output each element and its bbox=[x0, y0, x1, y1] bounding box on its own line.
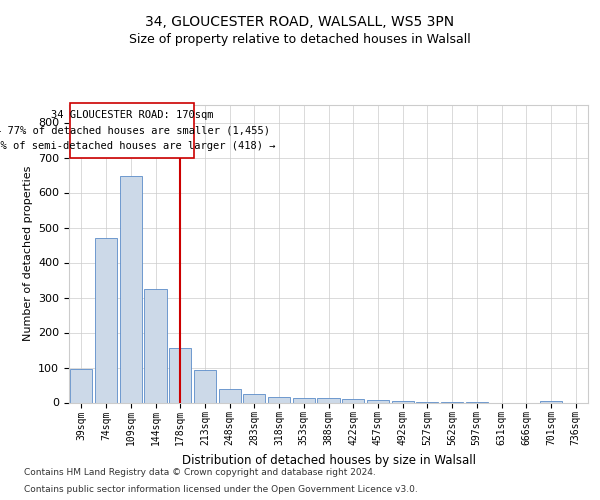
Bar bbox=[194, 370, 216, 402]
Text: 34, GLOUCESTER ROAD, WALSALL, WS5 3PN: 34, GLOUCESTER ROAD, WALSALL, WS5 3PN bbox=[145, 16, 455, 30]
Bar bbox=[268, 396, 290, 402]
Bar bbox=[293, 398, 315, 402]
Bar bbox=[119, 176, 142, 402]
Text: ← 77% of detached houses are smaller (1,455): ← 77% of detached houses are smaller (1,… bbox=[0, 126, 269, 136]
FancyBboxPatch shape bbox=[70, 104, 194, 158]
Text: Contains HM Land Registry data © Crown copyright and database right 2024.: Contains HM Land Registry data © Crown c… bbox=[24, 468, 376, 477]
Bar bbox=[392, 401, 414, 402]
Bar bbox=[243, 394, 265, 402]
Text: 22% of semi-detached houses are larger (418) →: 22% of semi-detached houses are larger (… bbox=[0, 140, 276, 150]
Bar bbox=[367, 400, 389, 402]
Bar bbox=[342, 399, 364, 402]
Bar bbox=[169, 348, 191, 403]
Bar bbox=[70, 369, 92, 402]
Bar bbox=[317, 398, 340, 402]
Bar bbox=[145, 289, 167, 403]
Text: Size of property relative to detached houses in Walsall: Size of property relative to detached ho… bbox=[129, 34, 471, 46]
Text: 34 GLOUCESTER ROAD: 170sqm: 34 GLOUCESTER ROAD: 170sqm bbox=[51, 110, 213, 120]
Text: Contains public sector information licensed under the Open Government Licence v3: Contains public sector information licen… bbox=[24, 486, 418, 494]
Bar bbox=[540, 401, 562, 402]
X-axis label: Distribution of detached houses by size in Walsall: Distribution of detached houses by size … bbox=[182, 454, 476, 466]
Bar bbox=[218, 388, 241, 402]
Y-axis label: Number of detached properties: Number of detached properties bbox=[23, 166, 32, 342]
Bar bbox=[95, 238, 117, 402]
